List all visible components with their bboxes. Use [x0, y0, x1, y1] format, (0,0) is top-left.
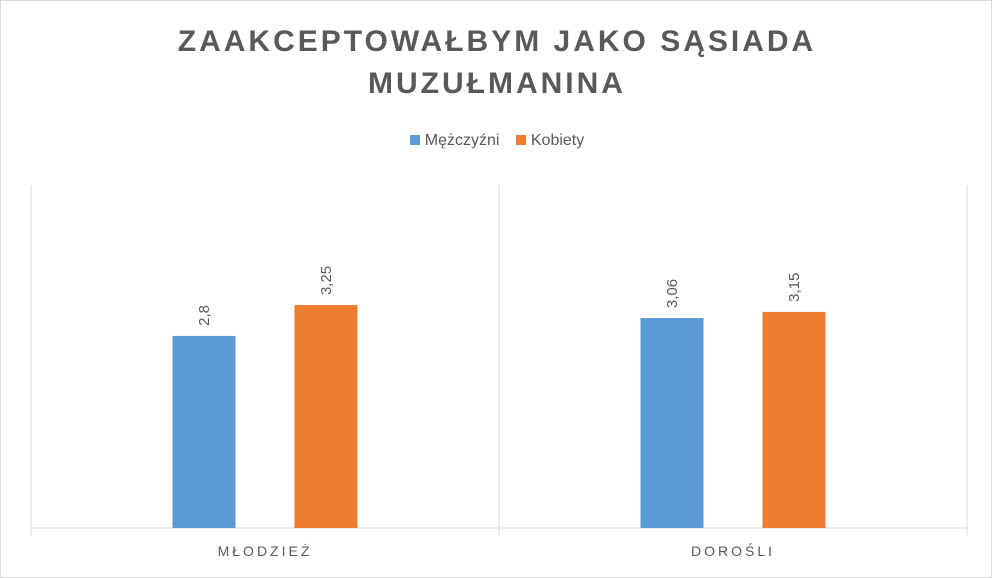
legend-label-men: Mężczyźni — [424, 132, 500, 149]
chart-title-line-2: MUZUŁMANINA — [368, 67, 626, 100]
data-label-1-1: 3,15 — [786, 273, 803, 302]
x-tick-label-1: DOROŚLI — [691, 542, 775, 559]
legend-item-women: Kobiety — [515, 132, 585, 150]
chart-legend: Mężczyźni Kobiety — [1, 132, 992, 150]
data-label-1-0: 3,06 — [664, 279, 681, 308]
legend-label-women: Kobiety — [530, 132, 585, 149]
legend-swatch-women — [515, 135, 526, 145]
chart-title-line-1: ZAAKCEPTOWAŁBYM JAKO SĄSIADA — [177, 25, 817, 58]
bar-1-1 — [762, 311, 826, 528]
data-label-0-1: 3,25 — [318, 266, 335, 295]
bar-1-0 — [640, 318, 704, 528]
x-tick-label-0: MŁODZIEŻ — [218, 542, 313, 559]
data-label-0-0: 2,8 — [196, 305, 213, 326]
bar-0-1 — [294, 305, 358, 528]
legend-item-men: Mężczyźni — [409, 132, 500, 150]
legend-swatch-men — [409, 135, 420, 145]
chart-title: ZAAKCEPTOWAŁBYM JAKO SĄSIADA MUZUŁMANINA — [1, 21, 992, 105]
bar-0-0 — [172, 335, 236, 528]
